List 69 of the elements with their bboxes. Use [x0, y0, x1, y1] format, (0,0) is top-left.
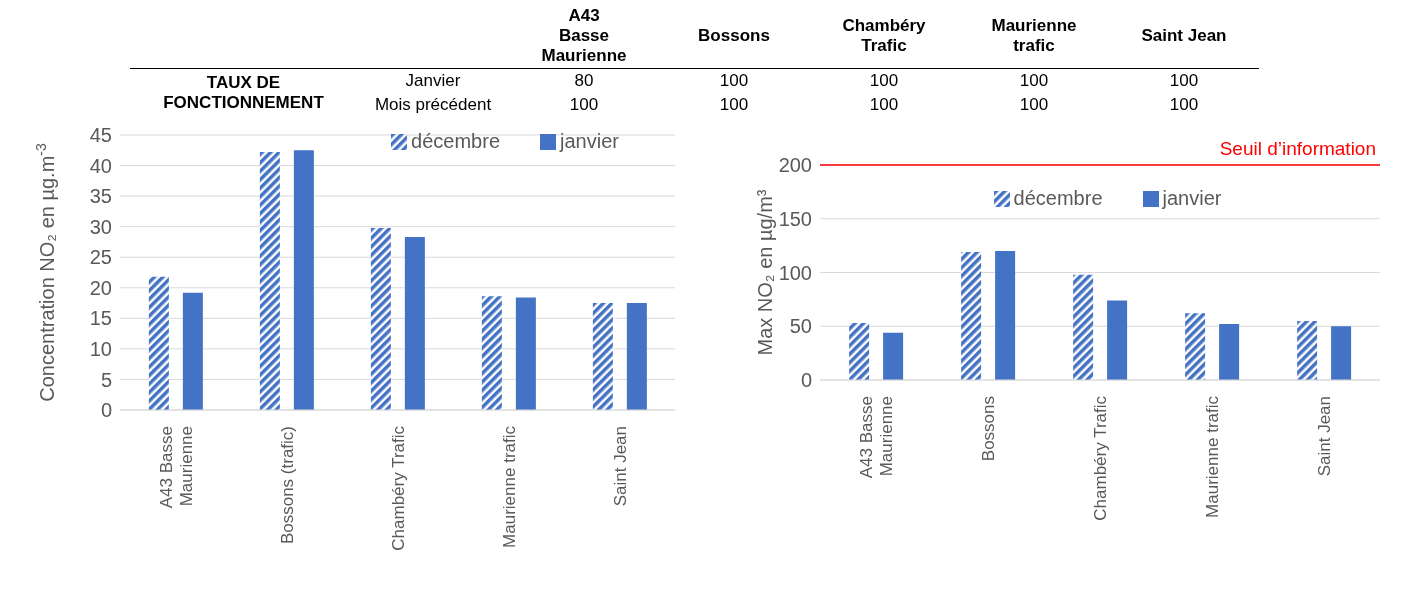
x-tick-label: Maurienne trafic — [499, 425, 519, 548]
bar — [293, 150, 314, 410]
data-label: 100 — [718, 94, 750, 116]
x-tick-label: Saint Jean — [1315, 396, 1334, 477]
y-tick-label: 25 — [89, 246, 112, 269]
bar — [849, 323, 870, 380]
legend-label: décembre — [410, 130, 500, 153]
bar — [148, 276, 169, 410]
bar — [404, 237, 425, 410]
legend-label: janvier — [558, 130, 619, 153]
text: Janvier — [404, 70, 462, 92]
x-tick-label: Bossons — [979, 396, 998, 462]
bar — [995, 251, 1016, 380]
bar — [1219, 324, 1240, 380]
data-label: 100 — [1168, 94, 1200, 116]
data-label: 100 — [868, 70, 900, 92]
bar — [182, 292, 203, 410]
bar — [259, 152, 280, 410]
data-label: 100 — [568, 94, 600, 116]
y-tick-label: 35 — [89, 185, 112, 208]
y-tick-label: 10 — [89, 337, 112, 360]
y-tick-label: 50 — [789, 315, 812, 338]
bar — [626, 303, 647, 410]
data-label: 80 — [573, 70, 595, 92]
data-label: 100 — [718, 70, 750, 92]
x-tick-label: Chambéry Trafic — [1091, 395, 1110, 521]
y-tick-label: 30 — [89, 215, 112, 238]
x-tick-label: Maurienne trafic — [1203, 395, 1222, 518]
bar — [592, 303, 613, 410]
legend-label: décembre — [1012, 187, 1103, 210]
legend-label: janvier — [1161, 187, 1222, 210]
y-tick-label: 45 — [89, 124, 112, 147]
category-label: Maurienne trafic — [990, 16, 1078, 56]
x-tick-label: A43 Basse Maurienne — [857, 396, 896, 479]
y-tick-label: 100 — [778, 261, 812, 284]
y-tick-label: 5 — [100, 368, 112, 391]
x-tick-label: A43 Basse Maurienne — [156, 426, 196, 509]
y-tick-label: 0 — [100, 399, 112, 422]
bar — [1185, 313, 1206, 380]
x-tick-label: Chambéry Trafic — [388, 425, 408, 551]
bar — [1073, 274, 1094, 380]
y-tick-label: 150 — [778, 207, 812, 230]
y-tick-label: 15 — [89, 307, 112, 330]
data-label: 100 — [1018, 94, 1050, 116]
x-tick-label: Saint Jean — [610, 426, 630, 507]
bar — [883, 332, 904, 380]
y-tick-label: 200 — [778, 154, 812, 177]
text: Mois précédent — [373, 94, 493, 116]
bar — [1107, 300, 1128, 380]
data-label: 100 — [1168, 70, 1200, 92]
category-label: Bossons — [697, 26, 771, 46]
bar — [370, 227, 391, 410]
bar — [1297, 320, 1318, 380]
ref-line-label: Seuil d’information — [1219, 138, 1376, 159]
text: TAUX DE FONCTIONNEMENT — [162, 72, 325, 114]
category-label: Saint Jean — [1140, 26, 1228, 46]
y-tick-label: 0 — [800, 369, 812, 392]
y-tick-label: 40 — [89, 154, 112, 177]
data-label: 100 — [868, 94, 900, 116]
x-tick-label: Bossons (trafic) — [277, 426, 297, 545]
y-tick-label: 20 — [89, 276, 112, 299]
bar — [1331, 326, 1352, 380]
bar — [961, 252, 982, 380]
data-label: 100 — [1018, 70, 1050, 92]
category-label: A43 Basse Maurienne — [540, 6, 628, 66]
category-label: Chambéry Trafic — [841, 16, 927, 56]
y-axis-title: Max NO₂ en µg/m³ — [754, 189, 776, 356]
bar — [481, 296, 502, 410]
bar — [515, 297, 536, 410]
